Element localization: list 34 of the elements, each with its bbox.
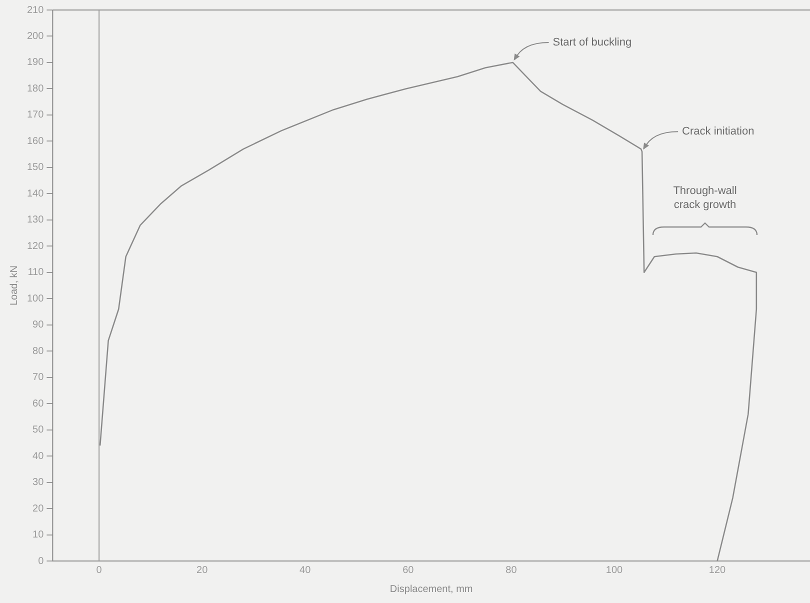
y-tick-label: 160 xyxy=(26,136,44,147)
y-tick-label: 210 xyxy=(26,4,44,16)
y-tick-label: 190 xyxy=(26,57,44,68)
y-tick-label: 80 xyxy=(32,346,44,357)
y-tick-label: 10 xyxy=(32,530,44,541)
y-tick-label: 150 xyxy=(26,162,44,174)
x-tick-label: 80 xyxy=(506,564,518,576)
x-tick-label: 60 xyxy=(402,564,414,576)
y-tick-label: 0 xyxy=(38,556,44,567)
y-tick-label: 100 xyxy=(26,293,44,304)
x-tick-label: 120 xyxy=(708,564,726,576)
y-tick-label: 200 xyxy=(26,30,44,42)
y-tick-label: 60 xyxy=(32,398,44,410)
y-tick-label: 110 xyxy=(28,267,44,278)
y-tick-label: 130 xyxy=(26,214,44,226)
x-tick-label: 0 xyxy=(96,564,102,576)
x-tick-label: 100 xyxy=(606,564,624,576)
annotation: Crack initiation xyxy=(682,126,754,138)
y-tick-label: 90 xyxy=(32,320,44,331)
y-tick-label: 20 xyxy=(32,503,44,514)
x-tick-label: 40 xyxy=(300,564,312,576)
y-tick-label: 120 xyxy=(26,240,44,252)
y-tick-label: 180 xyxy=(26,83,44,94)
y-tick-label: 140 xyxy=(26,188,44,200)
y-tick-label: 40 xyxy=(32,450,44,462)
y-tick-label: 50 xyxy=(32,424,44,436)
y-tick-label: 70 xyxy=(32,372,44,384)
x-axis-title: Displacement, mm xyxy=(390,584,473,595)
annotation: Through-wall crack growth xyxy=(672,184,738,212)
annotation: Start of buckling xyxy=(552,36,632,49)
y-tick-label: 170 xyxy=(26,110,44,121)
y-tick-label: 30 xyxy=(32,477,44,488)
x-tick-label: 20 xyxy=(196,564,208,576)
y-axis-title: Load, kN xyxy=(8,265,20,306)
